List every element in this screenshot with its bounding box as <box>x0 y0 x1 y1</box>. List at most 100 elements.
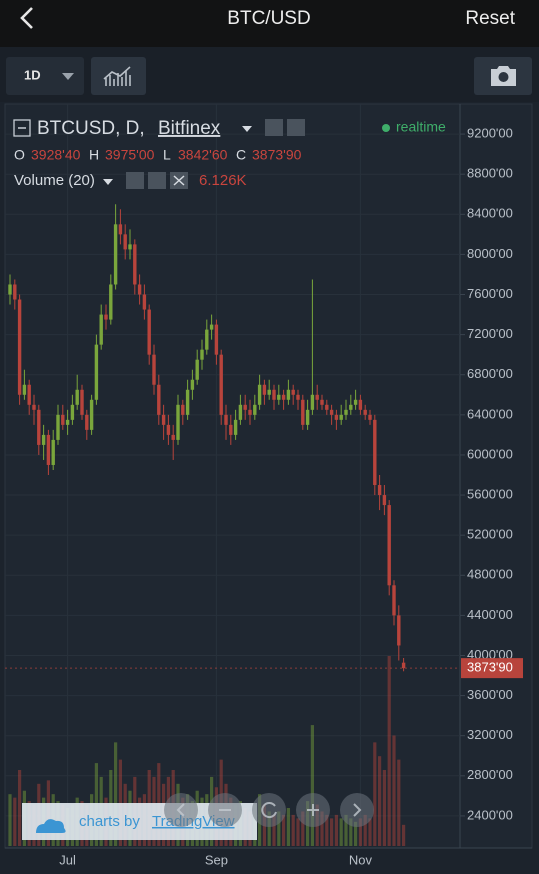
candle-body <box>65 419 70 425</box>
volume-bar <box>272 814 276 846</box>
candle-body <box>27 384 31 405</box>
nav-buttons <box>164 793 374 827</box>
volume-bar <box>378 756 382 846</box>
candle-body <box>397 615 401 646</box>
candle-body <box>37 409 41 445</box>
last-price-tag <box>461 658 523 679</box>
scroll-right[interactable] <box>340 793 374 827</box>
candle-body <box>85 414 89 430</box>
ohlc-value: 3928'40 <box>31 147 81 163</box>
volume-bar <box>301 811 305 846</box>
interval-select[interactable] <box>6 57 84 95</box>
candle-body <box>401 662 406 669</box>
candle-body <box>17 299 22 395</box>
y-tick-label: 8000'00 <box>467 246 513 261</box>
candle-body <box>214 324 219 355</box>
volume-bar <box>397 759 401 846</box>
x-tick-label: Jul <box>59 852 76 867</box>
candle-body <box>181 404 185 415</box>
candle-body <box>243 404 247 410</box>
settings-icon[interactable] <box>287 119 305 136</box>
ohlc-value: 3975'00 <box>105 147 155 163</box>
candle-body <box>142 294 147 310</box>
volume-bar <box>339 818 343 846</box>
candle-body <box>166 424 171 435</box>
candle-body <box>277 394 281 400</box>
chart-pane <box>4 103 533 849</box>
dropdown-arrow <box>62 73 74 80</box>
candle-body <box>161 414 166 425</box>
camera-lens <box>498 72 509 82</box>
ohlc-legend: O 3928'40 H 3975'00 L 3842'60 C 3873'90 <box>14 147 302 163</box>
candle-body <box>46 434 51 465</box>
candle-body <box>195 359 199 380</box>
y-tick-label: 4400'00 <box>467 607 513 622</box>
volume-dropdown[interactable] <box>103 179 113 185</box>
candle-body <box>325 404 329 410</box>
candle-body <box>377 485 382 496</box>
volume-bar <box>363 814 367 846</box>
candle-body <box>229 424 233 435</box>
candle-body <box>133 244 137 285</box>
y-tick-label: 3200'00 <box>467 727 513 742</box>
candle-body <box>262 384 267 395</box>
scroll-left[interactable] <box>164 793 198 827</box>
candle-body <box>281 394 286 400</box>
candle-body <box>61 414 65 425</box>
realtime-label: realtime <box>396 119 446 135</box>
candle-body <box>80 389 84 415</box>
reset-button[interactable]: Reset <box>465 8 515 29</box>
candle-body <box>94 344 99 400</box>
watermark-prefix: charts by <box>79 813 140 830</box>
collapse-icon[interactable] <box>13 119 31 137</box>
candle-body <box>363 409 367 415</box>
candle-body <box>301 399 305 425</box>
exchange[interactable]: Bitfinex <box>158 118 221 139</box>
candle-body <box>118 224 123 235</box>
realtime-dot <box>382 124 390 132</box>
candle-body <box>334 414 339 420</box>
candle-body <box>272 389 276 400</box>
candle-body <box>32 404 36 410</box>
candle-body <box>109 284 113 320</box>
y-tick-label: 3600'00 <box>467 687 513 702</box>
candle-body <box>286 389 291 400</box>
candle-body <box>200 349 204 360</box>
candle-body <box>205 329 209 350</box>
candle-body <box>238 404 243 420</box>
volume-bar <box>296 818 300 846</box>
volume-bar <box>286 808 290 846</box>
volume-bar <box>325 814 329 846</box>
candle-body <box>224 414 228 425</box>
eye-icon[interactable] <box>265 119 283 136</box>
candle-body <box>157 384 161 415</box>
candle-body <box>310 394 315 410</box>
nav-glyphs <box>176 802 362 819</box>
candle-body <box>190 379 195 390</box>
volume-eye-icon[interactable] <box>126 172 144 189</box>
candle-body <box>248 409 252 415</box>
volume-settings-icon[interactable] <box>148 172 166 189</box>
back-button[interactable] <box>20 7 33 29</box>
y-tick-label: 8800'00 <box>467 166 513 181</box>
remove-cross <box>173 175 185 186</box>
volume-bar <box>392 735 396 846</box>
candle-body <box>152 354 156 385</box>
volume-bar <box>402 824 406 846</box>
candle-body <box>305 409 310 425</box>
reset-zoom[interactable] <box>252 793 286 827</box>
candle-body <box>382 495 387 506</box>
candle-body <box>257 384 262 405</box>
candle-body <box>373 419 377 486</box>
y-tick-label: 2800'00 <box>467 767 513 782</box>
volume-bar <box>118 759 122 846</box>
y-tick-label: 6000'00 <box>467 446 513 461</box>
candle-body <box>329 409 334 415</box>
symbol-dropdown[interactable] <box>242 126 252 132</box>
volume-bar <box>114 742 118 846</box>
candle-body <box>147 309 151 355</box>
candle-body <box>358 399 363 410</box>
last-price-label: 3873'90 <box>467 660 513 675</box>
